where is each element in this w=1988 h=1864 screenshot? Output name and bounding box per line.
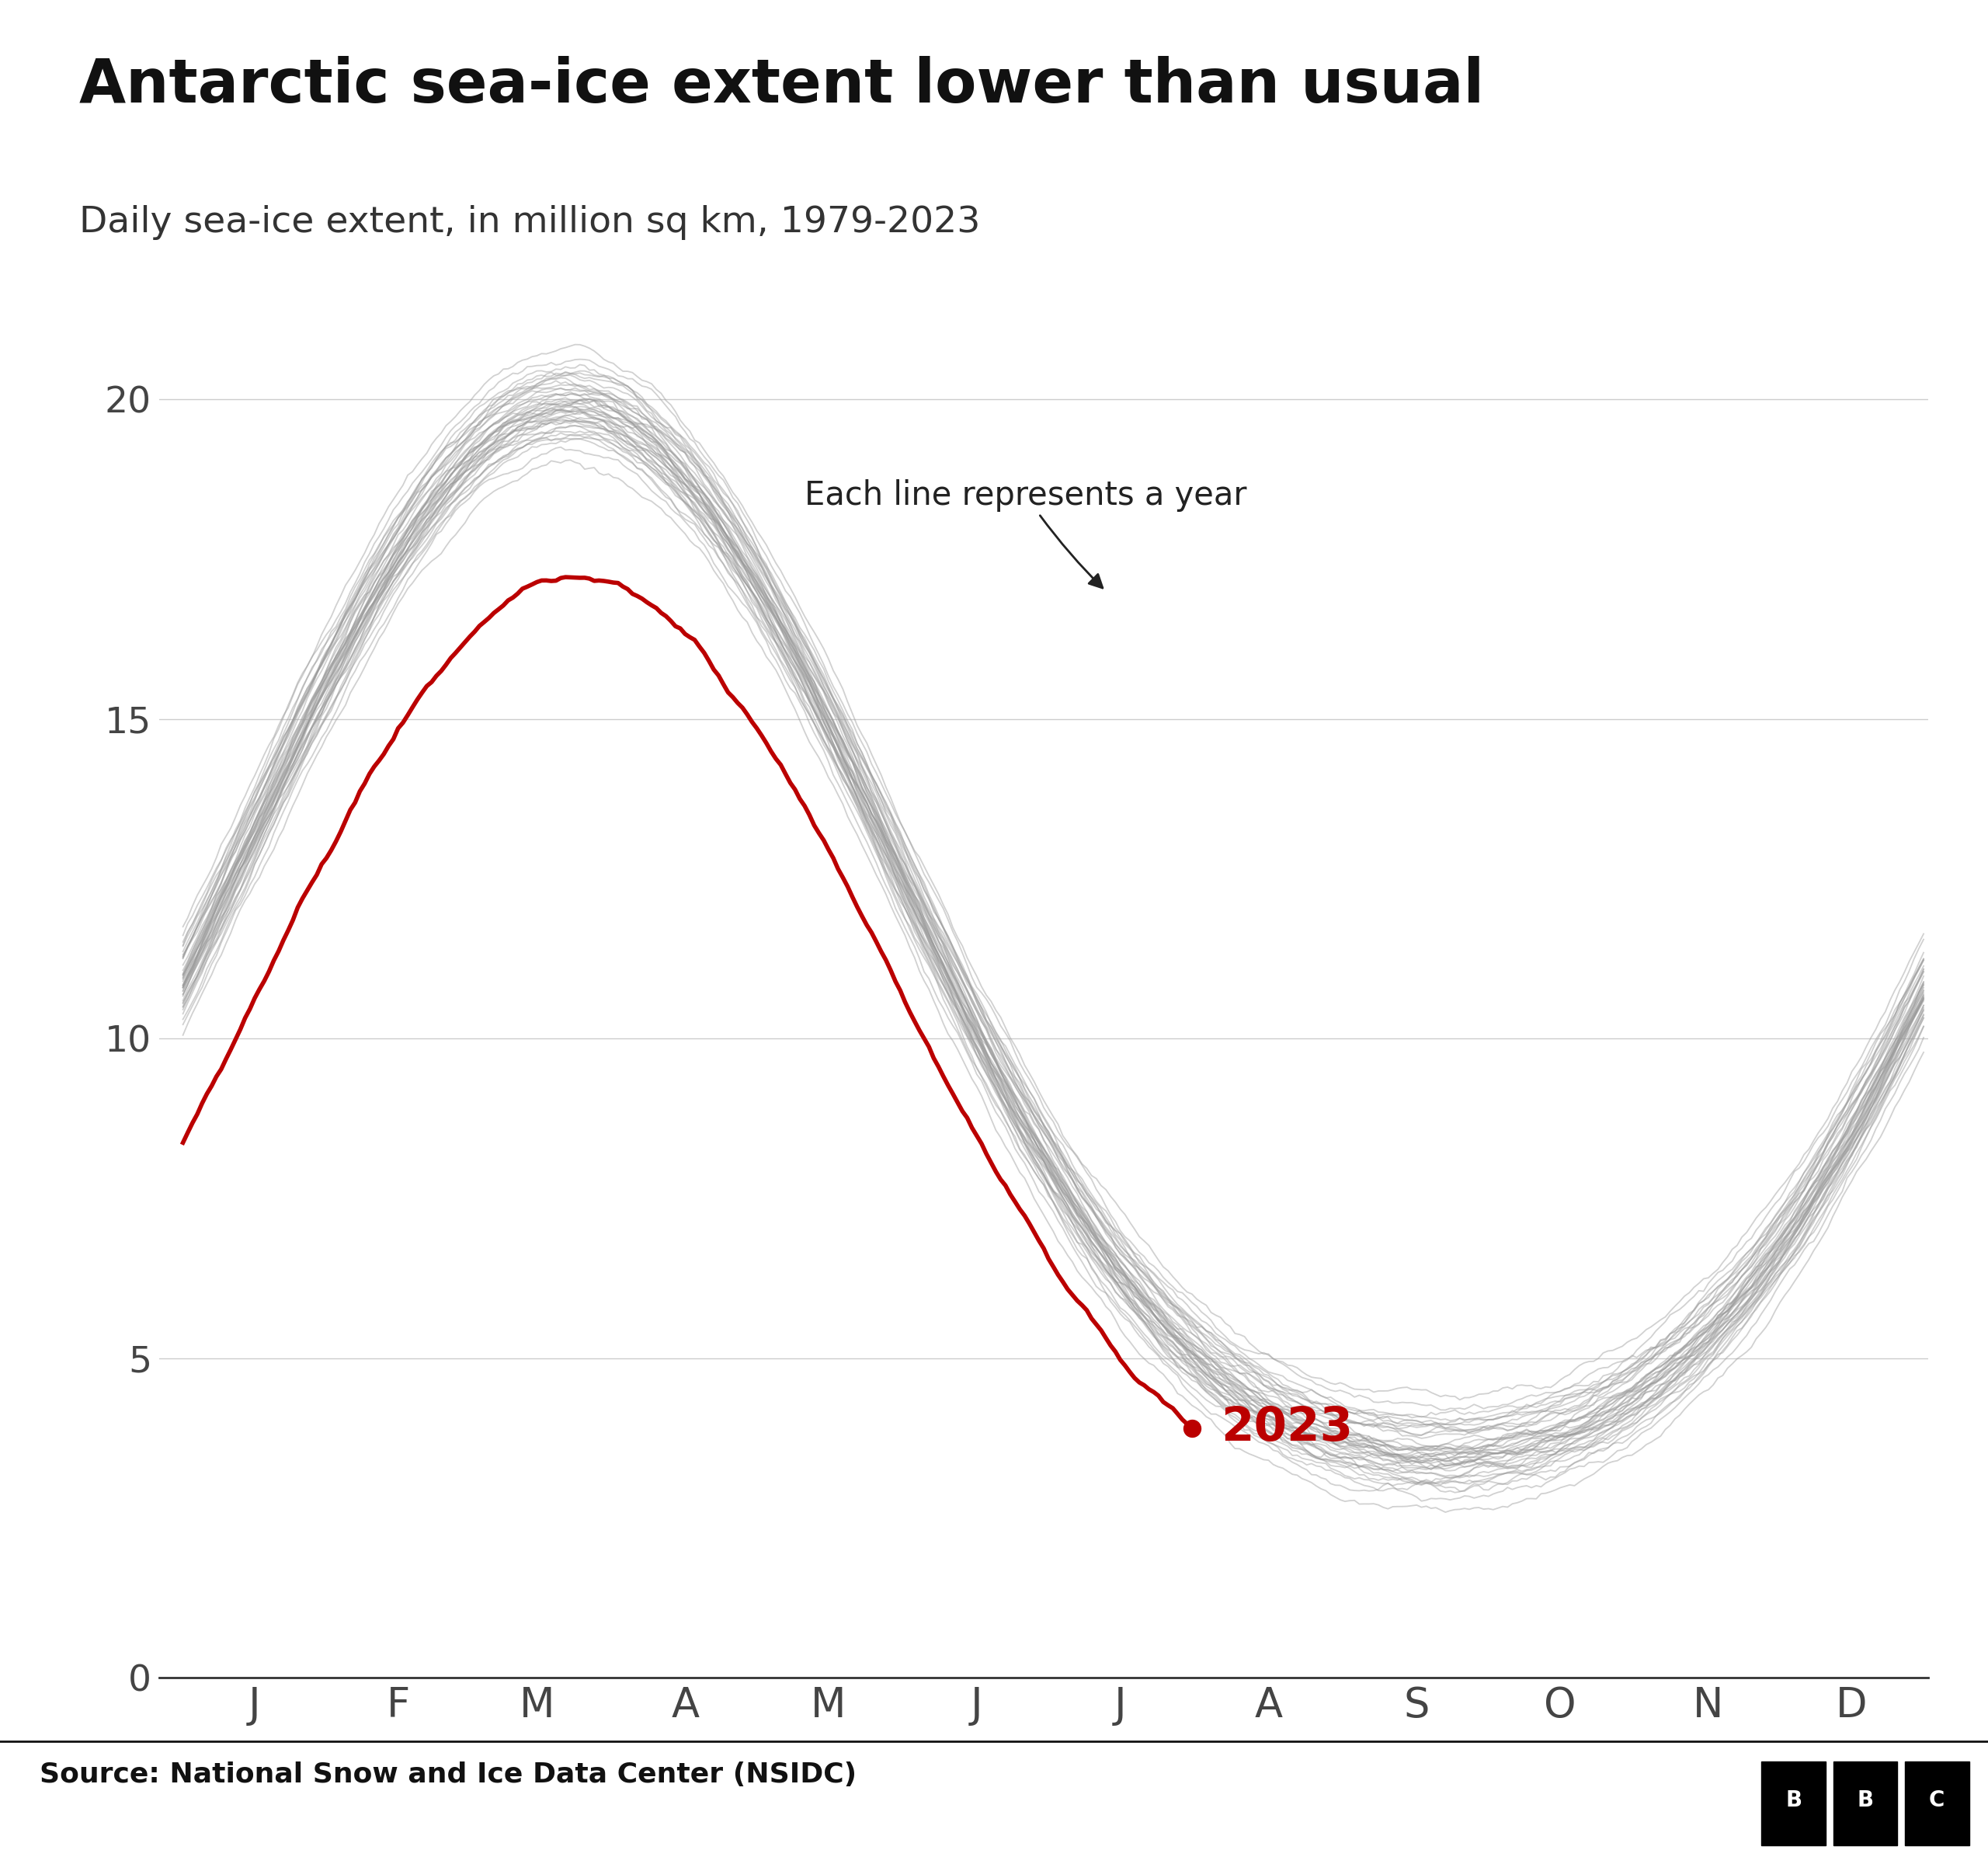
- FancyBboxPatch shape: [1761, 1761, 1825, 1845]
- Text: B: B: [1785, 1789, 1801, 1812]
- Point: [1177, 1413, 1209, 1443]
- Text: Antarctic sea-ice extent lower than usual: Antarctic sea-ice extent lower than usua…: [80, 56, 1485, 116]
- Text: B: B: [1857, 1789, 1873, 1812]
- Text: Each line represents a year: Each line represents a year: [805, 479, 1246, 587]
- Text: Daily sea-ice extent, in million sq km, 1979-2023: Daily sea-ice extent, in million sq km, …: [80, 205, 980, 240]
- FancyBboxPatch shape: [1833, 1761, 1897, 1845]
- Text: Source: National Snow and Ice Data Center (NSIDC): Source: National Snow and Ice Data Cente…: [40, 1761, 857, 1788]
- FancyBboxPatch shape: [1905, 1761, 1968, 1845]
- Text: 2023: 2023: [1221, 1405, 1352, 1450]
- Text: C: C: [1928, 1789, 1944, 1812]
